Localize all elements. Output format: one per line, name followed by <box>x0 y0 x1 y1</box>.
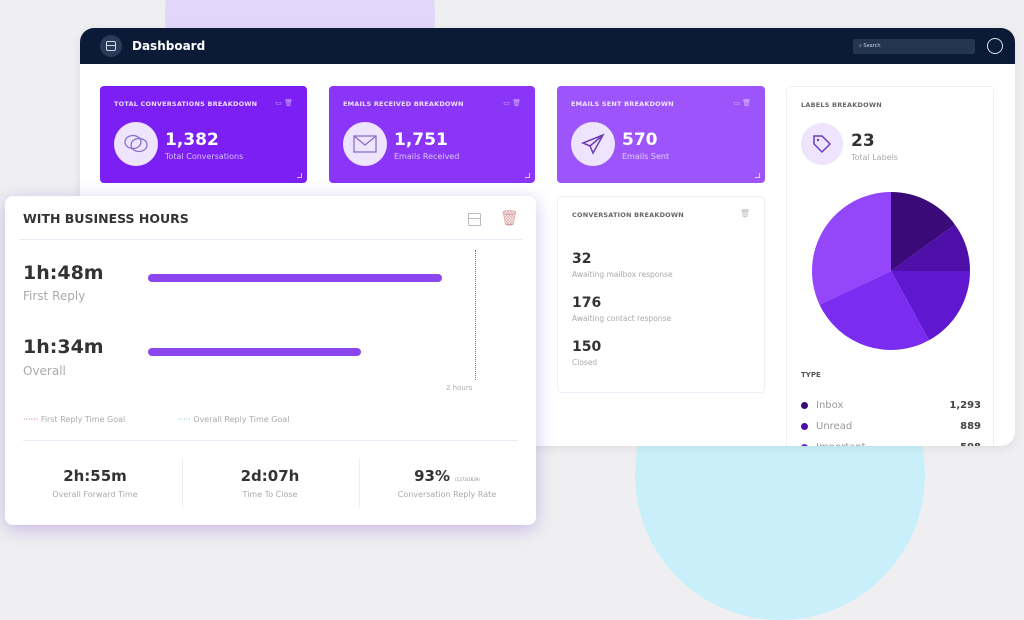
card-title: EMAILS RECEIVED BREAKDOWN <box>343 100 464 108</box>
labels-breakdown-card: LABELS BREAKDOWN 23 Total Labels TYPE In… <box>786 86 994 446</box>
card-title: WITH BUSINESS HOURS <box>23 211 189 226</box>
divider <box>182 458 183 508</box>
labels-pie-chart <box>812 192 970 350</box>
overall-forward-time-stat: 2h:55m Overall Forward Time <box>52 467 138 499</box>
breakdown-value: 150 <box>572 339 602 355</box>
search-input[interactable]: ⌕ Search <box>853 38 975 54</box>
divider <box>19 239 522 240</box>
time-to-close-stat: 2d:07h Time To Close <box>240 467 300 499</box>
card-value: 1,382 <box>165 130 219 150</box>
resize-handle[interactable] <box>525 173 530 178</box>
envelope-icon <box>343 122 387 166</box>
card-title: TOTAL CONVERSATIONS BREAKDOWN <box>114 100 258 108</box>
divider <box>359 458 360 508</box>
legend-item: Unread 889 <box>801 416 981 437</box>
pie-slice[interactable] <box>891 271 970 341</box>
breakdown-label: Closed <box>572 358 598 367</box>
trash-icon[interactable]: 🗑 <box>500 209 520 227</box>
legend-label: Unread <box>816 421 853 432</box>
page-title: Dashboard <box>132 39 206 53</box>
goal-line <box>475 250 476 380</box>
pie-slice[interactable] <box>812 192 891 305</box>
breakdown-value: 32 <box>572 251 592 267</box>
breakdown-value: 176 <box>572 295 602 311</box>
card-title: EMAILS SENT BREAKDOWN <box>571 100 674 108</box>
legend-value: 1,293 <box>949 400 981 411</box>
legend-item: Important598 <box>801 437 981 446</box>
card-label: Emails Sent <box>622 152 670 161</box>
legend-label: Important <box>816 442 960 446</box>
pie-slice[interactable] <box>891 192 955 271</box>
type-heading: TYPE <box>801 371 821 379</box>
card-actions[interactable]: ▭ 🗑 <box>733 99 751 107</box>
first-reply-label: First Reply <box>23 289 86 303</box>
reply-rate-stat: 93% (1373/1629) Conversation Reply Rate <box>397 467 497 499</box>
card-title: CONVERSATION BREAKDOWN <box>572 211 684 219</box>
divider <box>23 440 518 441</box>
breakdown-label: Awaiting contact response <box>572 314 672 323</box>
tag-icon <box>801 123 843 165</box>
legend-dot <box>801 444 808 446</box>
legend-item: Inbox 1,293 <box>801 395 981 416</box>
resize-handle[interactable] <box>297 173 302 178</box>
labels-count: 23 <box>851 131 875 151</box>
first-reply-bar <box>148 274 443 282</box>
layout-icon[interactable] <box>468 213 481 226</box>
pie-slice[interactable] <box>819 271 930 350</box>
labels-caption: Total Labels <box>851 153 898 162</box>
conversation-breakdown-card: CONVERSATION BREAKDOWN 🗑 32 Awaiting mai… <box>557 196 765 393</box>
user-avatar-icon[interactable] <box>987 38 1003 54</box>
goal-label: 2 hours <box>446 384 473 392</box>
overall-label: Overall <box>23 364 66 378</box>
legend-first-reply-goal: ······ First Reply Time Goal <box>23 415 126 424</box>
resize-handle[interactable] <box>755 173 760 178</box>
paper-plane-icon <box>571 122 615 166</box>
overall-value: 1h:34m <box>23 336 104 358</box>
emails-sent-card: EMAILS SENT BREAKDOWN ▭ 🗑 570 Emails Sen… <box>557 86 765 183</box>
legend-overall-reply-goal: ····· Overall Reply Time Goal <box>178 415 290 424</box>
total-conversations-card: TOTAL CONVERSATIONS BREAKDOWN ▭ 🗑 1,382 … <box>100 86 307 183</box>
card-label: Total Conversations <box>165 152 244 161</box>
top-bar: Dashboard ⌕ Search <box>80 28 1015 64</box>
legend-value: 889 <box>960 421 981 432</box>
legend-value: 598 <box>960 442 981 446</box>
first-reply-value: 1h:48m <box>23 262 104 284</box>
dashboard-icon[interactable] <box>100 35 122 57</box>
emails-received-card: EMAILS RECEIVED BREAKDOWN ▭ 🗑 1,751 Emai… <box>329 86 535 183</box>
card-actions[interactable]: ▭ 🗑 <box>275 99 293 107</box>
breakdown-label: Awaiting mailbox response <box>572 270 673 279</box>
business-hours-card: WITH BUSINESS HOURS 🗑 1h:48m First Reply… <box>5 196 536 525</box>
overall-bar <box>148 348 361 356</box>
pie-slice[interactable] <box>891 224 970 271</box>
legend-dot <box>801 423 808 430</box>
chat-bubbles-icon <box>114 122 158 166</box>
card-label: Emails Received <box>394 152 460 161</box>
card-actions[interactable]: ▭ 🗑 <box>503 99 521 107</box>
card-value: 1,751 <box>394 130 448 150</box>
card-value: 570 <box>622 130 658 150</box>
legend-label: Inbox <box>816 400 844 411</box>
legend-dot <box>801 402 808 409</box>
card-title: LABELS BREAKDOWN <box>801 101 882 109</box>
trash-icon[interactable]: 🗑 <box>739 209 750 218</box>
